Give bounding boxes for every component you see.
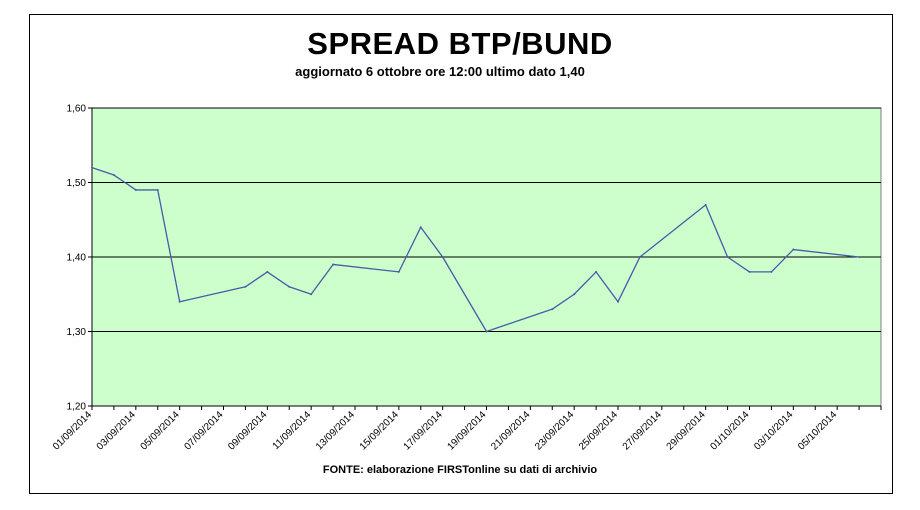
x-tick-label: 13/09/2014 <box>314 409 357 452</box>
data-point <box>638 256 641 258</box>
x-tick-label: 03/10/2014 <box>752 409 795 452</box>
x-tick-label: 05/09/2014 <box>139 409 182 452</box>
x-tick-label: 17/09/2014 <box>402 409 445 452</box>
chart-title: SPREAD BTP/BUND <box>307 26 613 61</box>
data-point <box>91 166 93 169</box>
x-tick-label: 23/09/2014 <box>533 409 576 452</box>
chart-subtitle: aggiornato 6 ottobre ore 12:00 ultimo da… <box>295 64 585 79</box>
data-point <box>792 248 795 251</box>
data-point <box>112 174 115 177</box>
y-tick-label: 1,60 <box>67 104 87 115</box>
x-axis-ticks: 01/09/2014 03/09/2014 05/09/2014 07/09/2014… <box>51 406 882 453</box>
x-tick-label: 09/09/2014 <box>226 409 269 452</box>
data-point <box>441 256 444 258</box>
y-tick-label: 1,40 <box>67 253 87 264</box>
series-layer <box>91 166 861 333</box>
x-tick-label: 05/10/2014 <box>796 409 839 452</box>
data-point <box>573 293 576 296</box>
x-tick-label: 01/09/2014 <box>51 409 94 452</box>
data-point <box>332 263 335 266</box>
x-tick-label: 15/09/2014 <box>358 409 401 452</box>
data-point <box>310 293 313 296</box>
data-point <box>156 188 159 191</box>
x-tick-label: 01/10/2014 <box>708 409 751 452</box>
x-tick-label: 11/09/2014 <box>271 409 314 452</box>
y-tick-label: 1,50 <box>67 178 87 189</box>
data-point <box>178 300 181 303</box>
x-tick-label: 27/09/2014 <box>621 409 664 452</box>
data-point <box>617 300 619 303</box>
data-point <box>419 226 422 229</box>
x-tick-label: 25/09/2014 <box>577 409 620 452</box>
y-tick-label: 1,20 <box>67 402 87 413</box>
data-point <box>485 330 488 333</box>
data-point <box>704 203 707 206</box>
data-point <box>397 270 400 273</box>
x-tick-label: 19/09/2014 <box>445 409 488 452</box>
x-tick-label: 07/09/2014 <box>182 409 225 452</box>
data-point <box>244 285 247 288</box>
y-axis-ticks: 1,20 1,30 1,40 1,50 1,60 <box>67 104 92 413</box>
data-point <box>134 188 137 191</box>
chart-source: FONTE: elaborazione FIRSTonline su dati … <box>322 464 598 476</box>
y-tick-label: 1,30 <box>67 327 87 338</box>
data-point <box>858 256 861 258</box>
data-point <box>595 270 598 273</box>
x-tick-label: 03/09/2014 <box>95 409 138 452</box>
data-point <box>551 308 554 311</box>
x-tick-label: 21/09/2014 <box>489 409 532 452</box>
data-point <box>770 270 773 273</box>
data-point <box>288 285 291 288</box>
data-point <box>748 270 751 273</box>
data-point <box>266 270 269 273</box>
data-point <box>726 256 729 258</box>
x-tick-label: 29/09/2014 <box>665 409 708 452</box>
